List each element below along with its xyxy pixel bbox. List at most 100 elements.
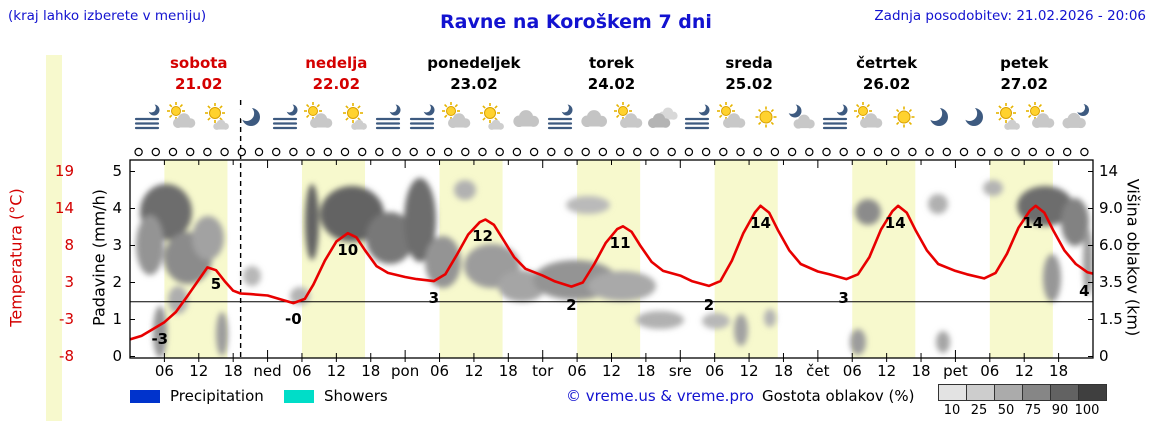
- temperature-value-label: 3: [428, 289, 440, 308]
- density-swatch-25: [967, 385, 995, 400]
- hour-label: 12: [189, 362, 209, 380]
- temperature-tick-label: 19: [54, 162, 74, 180]
- precipitation-legend-swatch: [130, 390, 160, 403]
- density-swatch-75: [1023, 385, 1051, 400]
- density-swatch-90: [1051, 385, 1079, 400]
- hour-label: 18: [773, 362, 793, 380]
- showers-legend-label: Showers: [324, 387, 388, 405]
- hour-label: 18: [498, 362, 518, 380]
- temperature-value-label: 12: [472, 227, 493, 246]
- temperature-value-label: 2: [703, 295, 715, 314]
- cloud-sun-icon: [441, 101, 473, 133]
- day-name: sobota: [169, 54, 228, 72]
- day-header-sreda: sreda 25.02: [684, 53, 814, 95]
- day-header-petek: petek 27.02: [959, 53, 1089, 95]
- temperature-value-label: -3: [151, 330, 169, 349]
- cloud-height-axis-label: Višina oblakov (km): [1123, 178, 1143, 337]
- cloud-icon: [510, 101, 542, 133]
- day-date: 24.02: [587, 75, 636, 93]
- hour-label: 06: [980, 362, 1000, 380]
- density-tick-label: 90: [1051, 403, 1069, 418]
- day-name: četrtek: [856, 54, 918, 72]
- moon-icon: [234, 101, 266, 133]
- day-header-sobota: sobota 21.02: [134, 53, 264, 95]
- hour-label: 06: [154, 362, 174, 380]
- precipitation-tick-label: 0: [112, 347, 122, 365]
- daytime-bands: [164, 160, 1053, 358]
- hour-label: 18: [361, 362, 381, 380]
- moon-icon: [957, 101, 989, 133]
- temperature-value-label: 14: [750, 213, 771, 232]
- cloud-moon-icon: [1060, 101, 1092, 133]
- cloud-density-legend-label: Gostota oblakov (%): [762, 387, 915, 405]
- day-name: torek: [588, 54, 635, 72]
- hour-label: 18: [223, 362, 243, 380]
- density-tick-label: 100: [1074, 403, 1100, 418]
- temperature-curve: [130, 204, 1093, 341]
- temperature-value-label: 4: [1079, 282, 1090, 301]
- day-abbrev-label: pet: [943, 362, 968, 380]
- last-updated: Zadnja posodobitev: 21.02.2026 - 20:06: [874, 8, 1146, 24]
- hour-label: 12: [1014, 362, 1034, 380]
- cloud-density-layer: [136, 178, 1093, 358]
- density-tick-label: 75: [1024, 403, 1042, 418]
- hour-label: 06: [292, 362, 312, 380]
- day-date: 27.02: [1000, 75, 1048, 93]
- density-swatch-10: [939, 385, 967, 400]
- hour-label: 18: [911, 362, 931, 380]
- day-abbrev-label: tor: [532, 362, 554, 380]
- fog-moon-icon: [131, 101, 163, 133]
- sun-cloud-icon: [200, 101, 232, 133]
- cloud-sun-icon: [303, 101, 335, 133]
- hour-label: 06: [567, 362, 587, 380]
- temperature-tick-label: -8: [59, 347, 74, 365]
- temperature-value-label: 2: [566, 295, 577, 314]
- hour-label: 12: [601, 362, 622, 380]
- cloud-icon: [578, 101, 610, 133]
- cloud-height-tick-label: 0: [1099, 347, 1109, 365]
- day-date: 23.02: [450, 75, 498, 93]
- hour-label: 06: [842, 362, 862, 380]
- day-date: 26.02: [862, 75, 911, 93]
- left-margin-strip: [46, 55, 62, 421]
- moon-icon: [922, 101, 954, 133]
- hour-label: 12: [739, 362, 759, 380]
- temperature-value-label: -0: [285, 309, 302, 328]
- hour-label: 18: [1049, 362, 1069, 380]
- day-name: nedelja: [305, 54, 368, 72]
- precipitation-tick-label: 3: [112, 236, 122, 254]
- precipitation-tick-label: 2: [112, 273, 122, 291]
- sun-cloud-icon: [991, 101, 1023, 133]
- fog-moon-icon: [372, 101, 404, 133]
- cloud-height-tick-label: 14: [1099, 162, 1119, 180]
- temperature-value-label: 14: [884, 213, 906, 232]
- temperature-tick-label: 8: [64, 236, 74, 254]
- day-abbrev-label: čet: [806, 362, 830, 380]
- copyright-link[interactable]: © vreme.us & vreme.pro: [566, 387, 754, 405]
- temperature-value-label: 14: [1022, 213, 1044, 232]
- day-date: 21.02: [175, 75, 223, 93]
- sun-cloud-icon: [475, 101, 507, 133]
- sun-cloud-icon: [338, 101, 370, 133]
- sun-icon: [750, 101, 782, 133]
- precipitation-tick-label: 4: [112, 199, 122, 217]
- day-name: sreda: [725, 54, 773, 72]
- temperature-tick-label: -3: [59, 310, 74, 328]
- hour-label: 12: [464, 362, 484, 380]
- plot-border: [129, 159, 1094, 359]
- moon-cloud-icon: [785, 101, 817, 133]
- precipitation-legend-label: Precipitation: [170, 387, 264, 405]
- day-abbrev-label: pon: [391, 362, 420, 380]
- day-header-ponedeljek: ponedeljek 23.02: [409, 53, 539, 95]
- sun-icon: [888, 101, 920, 133]
- cloud-height-tick-label: 1.5: [1099, 310, 1123, 328]
- precipitation-tick-label: 5: [112, 162, 122, 180]
- temperature-tick-label: 3: [64, 273, 74, 291]
- cloud-sun-icon: [716, 101, 748, 133]
- wind-symbols-row: [134, 147, 1089, 157]
- day-abbrev-label: ned: [253, 362, 282, 380]
- precipitation-axis-label: Padavine (mm/h): [89, 189, 109, 326]
- menu-hint: (kraj lahko izberete v meniju): [8, 8, 207, 24]
